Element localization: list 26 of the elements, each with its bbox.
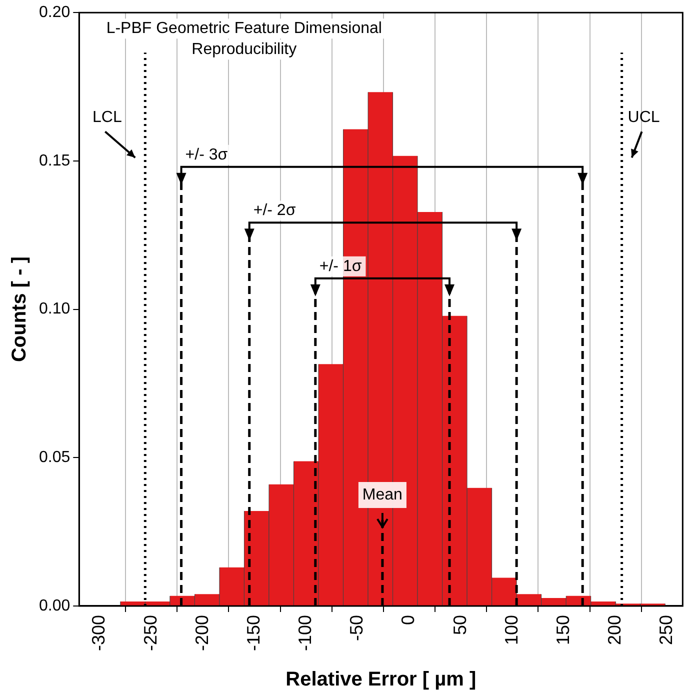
x-tick-label: -100: [295, 614, 316, 652]
ref-line-label: UCL: [628, 109, 660, 126]
y-axis-title: Counts [ - ]: [8, 256, 31, 362]
x-tick-label: 100: [501, 614, 522, 646]
annotation: +/- 3σ: [185, 146, 228, 164]
ref-line-label: LCL: [92, 109, 122, 126]
x-tick-label: 50: [450, 614, 470, 636]
x-tick-label: -250: [140, 614, 160, 652]
annotation: +/- 2σ: [253, 202, 296, 220]
x-tick-label: -50: [346, 614, 367, 641]
x-tick-label: -300: [88, 614, 109, 652]
y-tick-label: 0.20: [39, 4, 70, 22]
x-tick-label: 150: [552, 614, 573, 646]
y-tick-label: 0.15: [39, 152, 70, 170]
annotation: +/- 1σ: [319, 258, 362, 275]
x-axis-title: Relative Error [ µm ]: [286, 668, 476, 691]
text: L-PBF Geometric Feature Dimensional Reproducibility: [106, 20, 382, 58]
x-tick-label: 200: [604, 614, 625, 646]
x-tick-label: -150: [243, 614, 264, 652]
y-tick-label: 0.05: [39, 449, 70, 466]
y-tick-label: 0.00: [39, 597, 70, 614]
x-tick-label: 0: [398, 614, 418, 625]
x-tick-label: -200: [192, 614, 212, 652]
x-tick-label: 250: [656, 614, 676, 646]
y-tick-label: 0.10: [39, 300, 70, 318]
ref-line-label: Mean: [362, 486, 402, 504]
